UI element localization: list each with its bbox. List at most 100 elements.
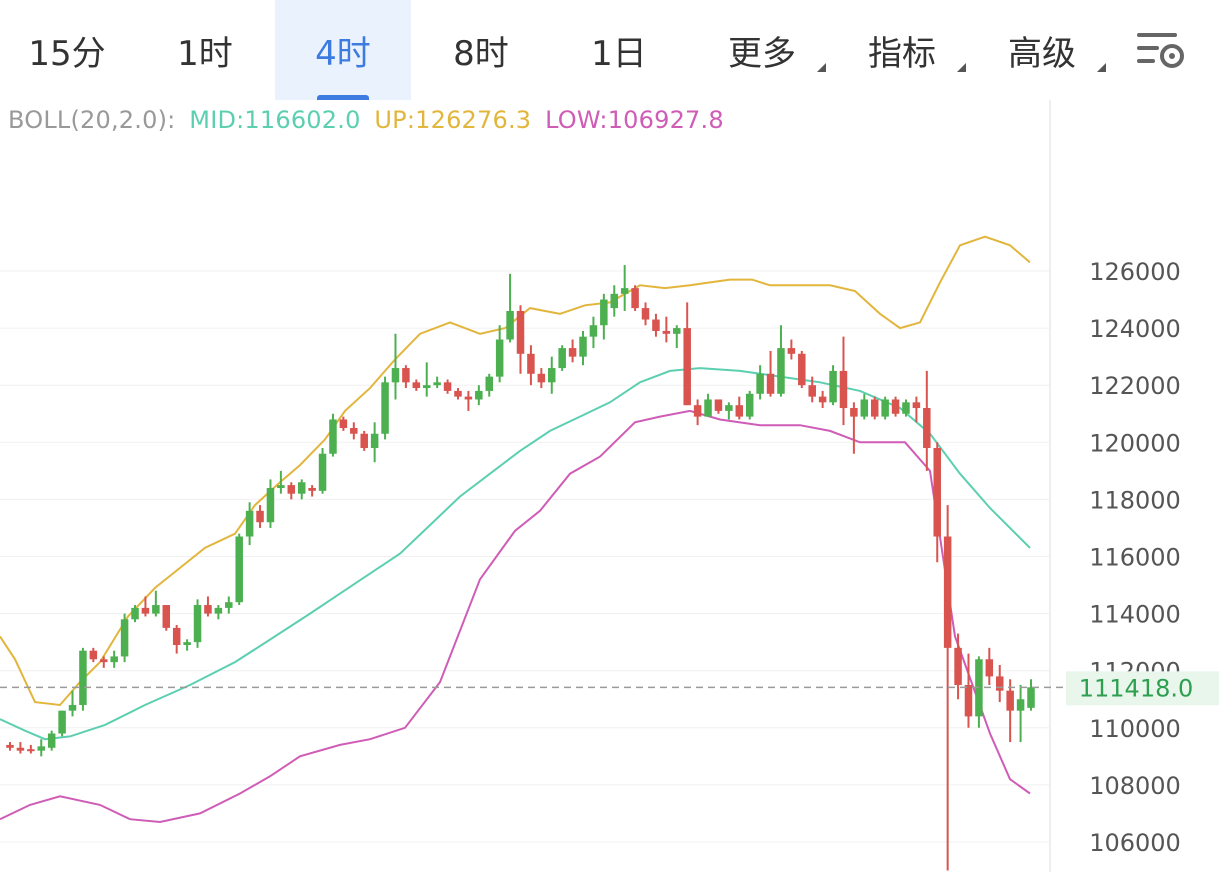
candle-body xyxy=(506,310,514,340)
candle-body xyxy=(850,408,858,417)
tab-8[interactable]: 高级 xyxy=(974,0,1110,100)
candle-body xyxy=(673,328,681,334)
candle-body xyxy=(933,448,941,537)
y-axis-tick-label: 110000 xyxy=(1089,715,1181,743)
candle-body xyxy=(537,373,546,383)
y-axis-tick-label: 108000 xyxy=(1089,772,1181,800)
candle-body xyxy=(756,373,764,394)
current-price-label: 111418.0 xyxy=(1079,674,1194,702)
candle-body xyxy=(464,396,473,400)
candle-body xyxy=(548,368,556,383)
candle-body xyxy=(725,405,733,411)
candle-body xyxy=(287,485,296,494)
y-axis-tick-label: 120000 xyxy=(1089,429,1181,457)
candle-body xyxy=(693,405,702,417)
candle-body xyxy=(860,399,869,417)
candle-body xyxy=(412,382,421,389)
candle-body xyxy=(610,293,619,309)
candle-body xyxy=(6,744,14,748)
tab-5[interactable]: 1日 xyxy=(551,0,687,100)
candle-body xyxy=(1006,690,1014,711)
tab-2[interactable]: 1时 xyxy=(137,0,273,100)
y-axis-tick-label: 122000 xyxy=(1089,372,1181,400)
chart-settings-icon xyxy=(1137,33,1184,68)
candle-body xyxy=(162,605,171,628)
boll-upper-line xyxy=(0,235,1031,707)
candle-body xyxy=(58,710,66,734)
candle-body xyxy=(891,399,900,414)
tab-1[interactable]: 15分 xyxy=(0,0,135,100)
boll-up-value: UP:126276.3 xyxy=(374,106,532,134)
tab-label: 指标 xyxy=(868,33,936,74)
candle-body xyxy=(662,330,671,334)
candle-body xyxy=(516,310,525,354)
candle-body xyxy=(558,348,566,369)
boll-mid-line xyxy=(0,367,1031,741)
candle-body xyxy=(704,399,712,417)
candle-body xyxy=(350,428,358,434)
candle-body xyxy=(787,348,796,354)
candle-body xyxy=(277,485,285,488)
candle-body xyxy=(631,288,639,309)
candle-body xyxy=(766,373,775,394)
candle-body xyxy=(235,536,243,603)
candle-body xyxy=(641,308,650,320)
candle-body xyxy=(683,328,691,406)
tab-label: 15分 xyxy=(28,33,106,74)
candle-body xyxy=(714,399,723,411)
candle-body xyxy=(443,382,452,391)
candle-body xyxy=(329,419,337,454)
candle-body xyxy=(620,288,629,294)
chart-settings-button[interactable] xyxy=(1134,28,1190,72)
active-tab-indicator xyxy=(317,95,369,100)
tab-label: 高级 xyxy=(1008,33,1076,74)
boll-low-value: LOW:106927.8 xyxy=(545,106,724,134)
tab-4[interactable]: 8时 xyxy=(413,0,549,100)
candle-body xyxy=(923,408,931,449)
y-axis-tick-label: 118000 xyxy=(1089,486,1181,514)
candle-body xyxy=(110,656,118,663)
candle-body xyxy=(256,510,264,523)
candle-body xyxy=(985,659,994,677)
tab-7[interactable]: 指标 xyxy=(834,0,970,100)
candle-body xyxy=(777,348,785,394)
candle-body xyxy=(245,510,254,537)
candle-body xyxy=(870,399,879,417)
candle-body xyxy=(16,747,25,751)
tab-3[interactable]: 4时 xyxy=(275,0,411,100)
tab-label: 4时 xyxy=(315,33,371,74)
candle-body xyxy=(600,299,608,326)
dropdown-caret-icon xyxy=(1097,63,1106,72)
candle-body xyxy=(943,536,952,648)
candle-body xyxy=(360,433,368,449)
candle-body xyxy=(214,607,223,614)
candle-body xyxy=(370,433,379,449)
candle-body xyxy=(68,704,77,711)
candle-body xyxy=(818,396,827,403)
candle-body xyxy=(89,650,98,660)
candle-body xyxy=(954,647,962,685)
candle-body xyxy=(381,382,389,434)
boll-label: BOLL(20,2.0): xyxy=(8,106,176,134)
tab-label: 1日 xyxy=(591,33,647,74)
candlestick-chart[interactable]: 1060001080001100001120001140001160001180… xyxy=(0,100,1219,872)
boll-legend: BOLL(20,2.0): MID:116602.0 UP:126276.3 L… xyxy=(8,106,730,134)
candle-body xyxy=(422,385,431,389)
candle-body xyxy=(902,402,910,414)
candle-body xyxy=(131,607,139,620)
candle-body xyxy=(495,339,504,377)
candle-body xyxy=(589,325,598,337)
candle-body xyxy=(266,487,275,523)
candle-body xyxy=(37,746,46,751)
tab-6[interactable]: 更多 xyxy=(694,0,830,100)
candle-body xyxy=(318,453,327,491)
candle-body xyxy=(79,650,87,705)
candle-body xyxy=(141,607,150,614)
y-axis-tick-label: 124000 xyxy=(1089,315,1181,343)
candle-body xyxy=(568,348,577,357)
candle-body xyxy=(735,405,744,417)
candle-body xyxy=(527,353,535,374)
candle-body xyxy=(225,602,233,608)
candle-body xyxy=(172,627,181,646)
candle-body xyxy=(964,684,973,717)
